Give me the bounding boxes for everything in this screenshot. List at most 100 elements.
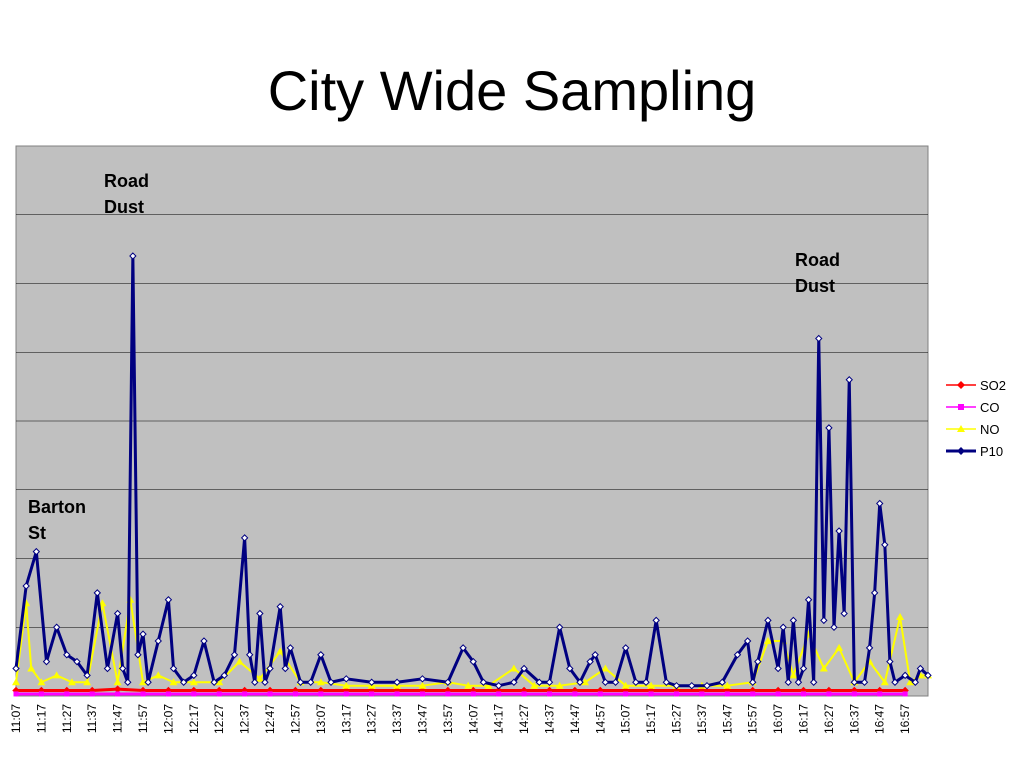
data-point xyxy=(444,678,452,686)
data-point xyxy=(367,678,376,686)
data-point xyxy=(672,681,681,690)
data-point xyxy=(459,644,467,652)
legend-label: NO xyxy=(980,421,1000,437)
data-point xyxy=(113,609,122,618)
data-point xyxy=(139,678,148,686)
legend-marker xyxy=(957,381,965,389)
data-point xyxy=(688,681,696,690)
data-point xyxy=(42,657,51,666)
data-point xyxy=(281,664,289,673)
data-point xyxy=(581,678,590,686)
data-point xyxy=(393,678,401,686)
data-point xyxy=(22,582,30,590)
data-point xyxy=(342,681,351,689)
data-point xyxy=(835,643,844,651)
x-tick-label: 16:57 xyxy=(898,704,912,734)
annotation-label: Barton St xyxy=(28,497,86,543)
legend: SO2 CO NO P10 xyxy=(946,374,1020,462)
data-point xyxy=(73,657,81,666)
data-point xyxy=(555,623,564,631)
legend-item-p10: P10 xyxy=(946,440,1020,462)
data-point xyxy=(419,691,425,697)
data-point xyxy=(154,671,163,679)
x-tick-label: 16:07 xyxy=(771,704,785,734)
data-point xyxy=(555,681,564,689)
data-point xyxy=(820,616,828,625)
legend-label: CO xyxy=(980,399,1000,415)
x-tick-label: 13:07 xyxy=(314,704,328,734)
data-point xyxy=(632,678,640,686)
data-point xyxy=(13,691,19,697)
data-point xyxy=(242,691,248,697)
x-tick-label: 13:27 xyxy=(365,704,379,734)
data-point xyxy=(306,678,315,686)
data-point xyxy=(597,691,603,697)
data-point xyxy=(276,602,284,611)
data-point xyxy=(240,534,249,542)
data-point xyxy=(826,691,832,697)
data-point xyxy=(902,691,908,697)
legend-marker xyxy=(957,447,965,455)
data-point xyxy=(840,609,848,618)
data-point xyxy=(343,691,349,697)
annotation-line: Road xyxy=(795,250,840,270)
data-point xyxy=(891,678,899,686)
x-tick-label: 13:37 xyxy=(390,704,404,734)
x-tick-label: 11:27 xyxy=(60,704,74,733)
data-point xyxy=(98,599,107,607)
data-point xyxy=(83,671,91,680)
data-point xyxy=(535,678,544,686)
data-point xyxy=(103,664,112,673)
data-point xyxy=(880,678,889,686)
data-point xyxy=(779,623,787,631)
data-point xyxy=(469,657,477,666)
data-point xyxy=(699,691,705,697)
annotation-line: St xyxy=(28,523,46,543)
x-tick-label: 14:07 xyxy=(466,704,480,734)
data-point xyxy=(418,681,427,689)
data-point xyxy=(89,691,95,697)
data-point xyxy=(652,616,660,625)
data-point xyxy=(169,664,178,673)
data-point xyxy=(754,657,762,666)
x-tick-label: 14:57 xyxy=(593,704,607,734)
x-tick-label: 12:37 xyxy=(238,704,252,734)
annotation-line: Barton xyxy=(28,497,86,517)
x-tick-label: 16:47 xyxy=(873,704,887,734)
legend-marker xyxy=(958,404,964,410)
data-point xyxy=(621,681,630,689)
x-tick-label: 15:57 xyxy=(746,704,760,734)
data-point xyxy=(546,691,552,697)
series-co xyxy=(13,691,908,697)
data-point xyxy=(611,678,620,686)
series-p10 xyxy=(12,252,932,690)
data-point xyxy=(464,681,473,689)
data-point xyxy=(901,671,909,680)
data-point xyxy=(916,664,925,673)
data-point xyxy=(235,657,244,665)
data-point xyxy=(815,334,823,343)
data-point xyxy=(445,691,451,697)
x-tick-label: 11:37 xyxy=(85,704,99,733)
data-point xyxy=(870,589,879,597)
x-tick-label: 12:57 xyxy=(288,704,302,734)
data-point xyxy=(276,647,285,655)
data-point xyxy=(317,651,325,659)
x-tick-label: 12:07 xyxy=(161,704,175,734)
data-point xyxy=(37,678,46,686)
data-point xyxy=(140,691,146,697)
data-point xyxy=(418,675,427,683)
data-point xyxy=(144,678,152,686)
annotation-line: Dust xyxy=(104,197,144,217)
data-point xyxy=(860,678,869,686)
x-tick-label: 14:37 xyxy=(542,704,556,734)
series-line xyxy=(16,687,906,692)
data-point xyxy=(164,596,173,604)
data-point xyxy=(327,678,335,686)
data-point xyxy=(819,664,828,672)
x-tick-label: 15:37 xyxy=(695,704,709,734)
data-point xyxy=(129,252,137,260)
annotation-label: Road Dust xyxy=(104,171,149,217)
legend-swatch-p10 xyxy=(946,447,976,455)
legend-item-so2: SO2 xyxy=(946,374,1020,396)
